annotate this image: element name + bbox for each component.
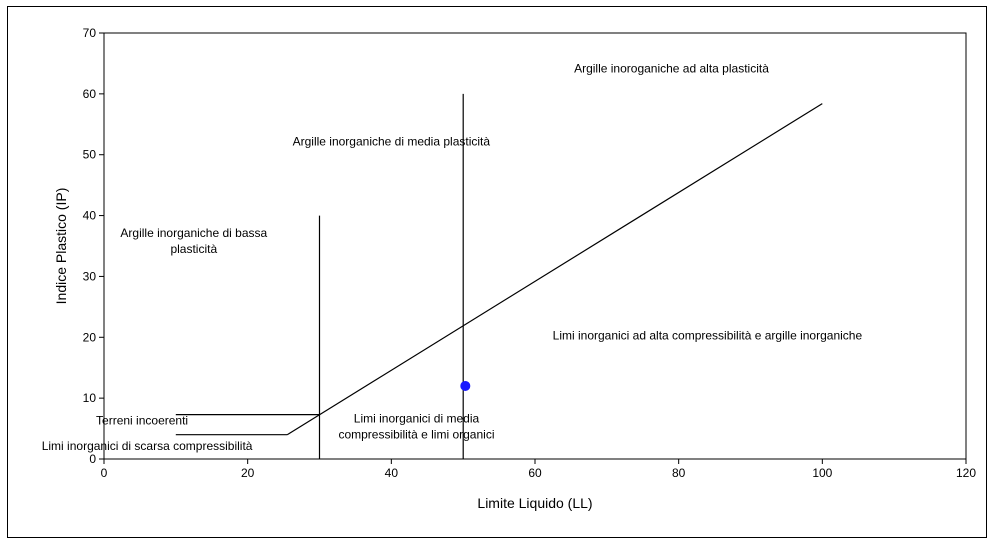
region-labels: Argille inoroganiche ad alta plasticità A… [42, 62, 863, 453]
x-tick-label: 20 [241, 466, 255, 480]
x-tick-label: 120 [956, 466, 976, 480]
region-label: Argille inorganiche di bassa plasticità [120, 226, 267, 256]
y-tick-label: 60 [83, 87, 97, 101]
y-tick-label: 70 [83, 26, 97, 40]
x-tick-label: 40 [385, 466, 399, 480]
region-label: Argille inoroganiche ad alta plasticità [574, 62, 769, 76]
x-tick-label: 80 [672, 466, 686, 480]
region-label: Limi inorganici di media compressibilità … [338, 411, 494, 441]
y-tick-label: 0 [89, 452, 96, 466]
boundary-line [286, 103, 823, 436]
y-tick-label: 20 [83, 330, 97, 344]
data-points [460, 380, 471, 391]
y-tick-label: 40 [83, 209, 97, 223]
axes: 0 20 40 60 80 100 120 0 10 20 30 40 50 60 70 [83, 26, 977, 480]
region-label: Argille inorganiche di media plasticità [293, 135, 491, 149]
x-tick-label: 0 [101, 466, 108, 480]
data-point [460, 380, 471, 391]
region-label: Limi inorganici ad alta compressibilità … [553, 329, 863, 343]
chart-frame [7, 6, 987, 538]
y-tick-label: 30 [83, 269, 97, 283]
x-tick-label: 100 [812, 466, 832, 480]
region-label: Terreni incoerenti [96, 413, 188, 427]
plot-area-border [103, 32, 967, 460]
y-tick-label: 50 [83, 148, 97, 162]
region-label: Limi inorganici di scarsa compressibilit… [42, 439, 253, 453]
y-axis-title: Indice Plastico (IP) [53, 188, 69, 305]
y-tick-label: 10 [83, 391, 97, 405]
x-tick-label: 60 [528, 466, 542, 480]
boundary-lines [175, 93, 823, 459]
x-axis-title: Limite Liquido (LL) [477, 495, 592, 511]
